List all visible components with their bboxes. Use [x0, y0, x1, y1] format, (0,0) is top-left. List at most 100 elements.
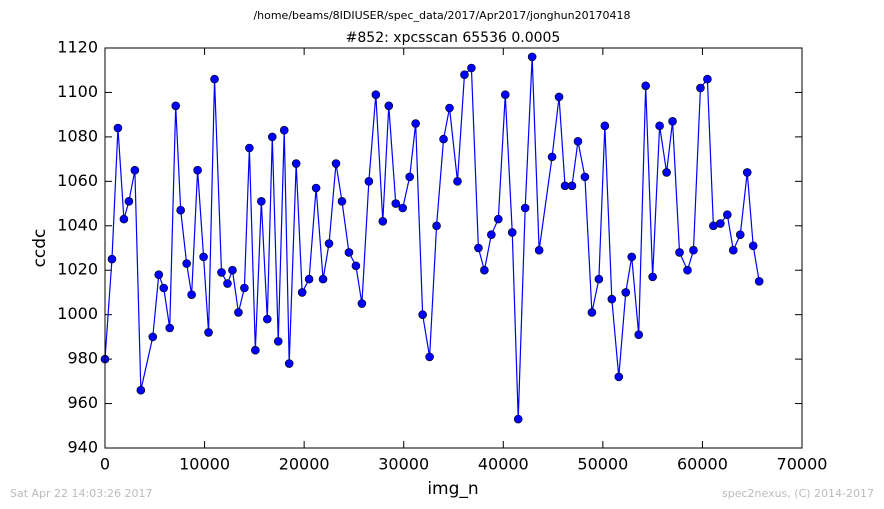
data-point [554, 92, 564, 102]
data-point [474, 243, 483, 253]
y-tick-label: 1120 [57, 38, 98, 57]
data-point [460, 70, 469, 79]
data-point [716, 219, 725, 228]
data-point [263, 314, 272, 324]
data-point [130, 165, 140, 175]
data-point [655, 121, 664, 131]
data-point [304, 274, 314, 284]
x-tick-label: 60000 [677, 455, 728, 474]
data-point [199, 252, 208, 262]
data-point [324, 239, 334, 248]
x-axis-label: img_n [427, 479, 478, 499]
data-point [391, 199, 401, 208]
data-point [614, 372, 624, 382]
data-point [696, 83, 705, 93]
y-tick-label: 1000 [57, 304, 98, 323]
data-point [580, 172, 590, 182]
data-point [223, 279, 232, 288]
data-point [119, 214, 129, 224]
data-point [204, 328, 213, 337]
data-point [683, 265, 692, 275]
data-point [240, 283, 249, 293]
y-tick-label: 1020 [57, 260, 98, 279]
x-tick-label: 30000 [378, 455, 429, 474]
data-point [251, 345, 260, 355]
data-point [742, 168, 752, 177]
x-tick-label: 50000 [577, 455, 628, 474]
data-point [668, 117, 677, 126]
data-point [723, 210, 732, 219]
data-point [148, 332, 158, 342]
data-point [159, 283, 169, 293]
y-tick-label: 940 [67, 438, 98, 457]
data-point [425, 352, 434, 362]
data-point [187, 290, 196, 299]
data-point [439, 134, 448, 144]
x-tick-label: 20000 [279, 455, 330, 474]
data-point [467, 63, 476, 73]
y-tick-label: 1060 [57, 171, 98, 190]
y-tick-label: 1100 [57, 82, 98, 101]
y-tick-label: 980 [67, 349, 98, 368]
data-point [311, 183, 321, 193]
data-point [547, 152, 557, 162]
data-point [171, 101, 180, 111]
data-point [234, 308, 243, 317]
y-tick-label: 960 [67, 393, 98, 412]
data-point [573, 137, 583, 146]
data-point [107, 254, 117, 264]
data-point [748, 241, 758, 251]
suptitle: /home/beams/8IDIUSER/spec_data/2017/Apr2… [253, 9, 630, 22]
data-point [411, 119, 420, 128]
data-point [291, 159, 301, 168]
data-point [279, 125, 289, 135]
data-point [384, 101, 394, 111]
data-point [210, 74, 219, 84]
data-point [527, 52, 537, 62]
x-tick-label: 40000 [478, 455, 529, 474]
x-tick-label: 70000 [777, 455, 828, 474]
data-point [284, 359, 294, 368]
data-point [124, 197, 134, 206]
data-point [567, 181, 577, 191]
data-point [344, 248, 354, 257]
data-point [267, 132, 277, 142]
data-point [371, 90, 381, 99]
data-point [418, 310, 427, 319]
data-point [600, 121, 610, 131]
data-point [337, 197, 347, 206]
data-point [641, 81, 650, 91]
data-point [500, 90, 510, 99]
data-point [165, 323, 175, 333]
data-point [176, 205, 185, 215]
data-point [398, 203, 408, 213]
data-point [534, 245, 544, 255]
data-point [351, 261, 361, 271]
y-tick-label: 1080 [57, 126, 98, 145]
data-point [136, 385, 146, 395]
data-point [297, 288, 307, 297]
data-point [182, 259, 191, 268]
data-point [228, 265, 237, 275]
data-point [113, 123, 123, 133]
data-point [364, 177, 374, 186]
data-point [754, 277, 764, 286]
data-point [453, 177, 462, 186]
data-point [703, 74, 712, 84]
data-point [245, 143, 254, 153]
footer-date: Sat Apr 22 14:03:26 2017 [10, 487, 152, 500]
data-point [594, 274, 604, 284]
data-point [432, 221, 441, 231]
data-point [193, 165, 202, 175]
chart-title: #852: xpcsscan 65536 0.0005 [346, 30, 561, 46]
data-point [520, 203, 530, 213]
data-point [331, 159, 341, 168]
data-point [318, 274, 328, 284]
data-point [689, 245, 698, 255]
data-point [627, 252, 637, 262]
data-point [507, 228, 517, 237]
data-point [735, 230, 745, 239]
